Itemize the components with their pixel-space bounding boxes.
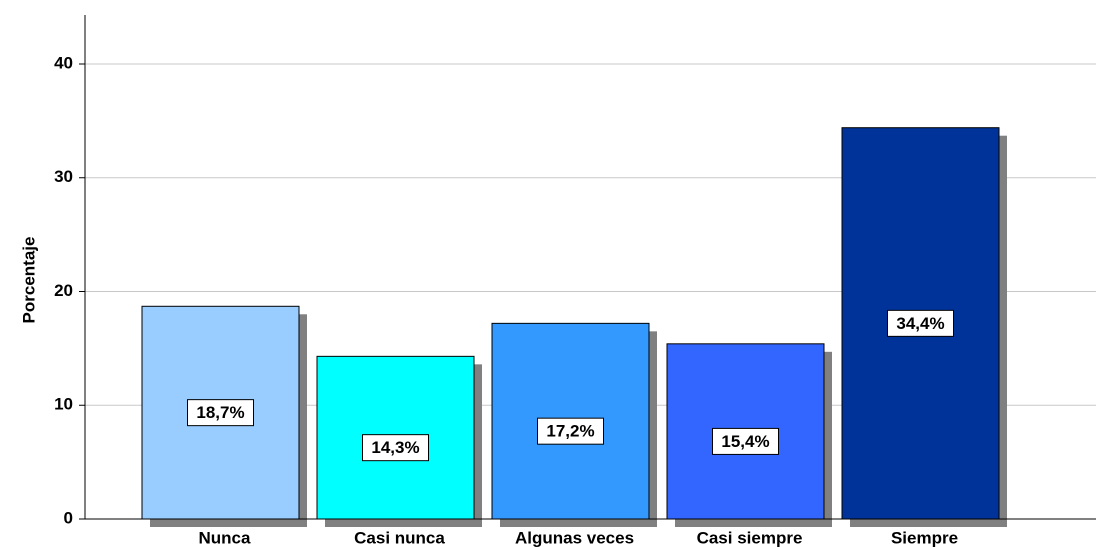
value-label-box [537,417,604,445]
value-label: 34,4% [896,314,944,333]
y-tick-label: 40 [54,53,73,72]
value-label-box [887,309,954,337]
value-label: 18,7% [196,403,244,422]
value-label-box [712,427,779,455]
y-tick-label: 10 [54,395,73,414]
y-tick-label: 20 [54,281,73,300]
value-label-box [187,399,254,427]
value-label: 14,3% [371,438,419,457]
x-tick-label: Siempre [891,528,958,547]
x-tick-label: Casi siempre [697,528,803,547]
x-tick-label: Algunas veces [515,528,634,547]
y-axis-label: Porcentaje [19,237,38,324]
value-label-box [362,434,429,462]
value-label: 15,4% [721,432,769,451]
value-label: 17,2% [546,422,594,441]
y-tick-label: 30 [54,167,73,186]
x-tick-label: Nunca [199,528,252,547]
x-tick-label: Casi nunca [354,528,445,547]
y-tick-label: 0 [64,508,73,527]
